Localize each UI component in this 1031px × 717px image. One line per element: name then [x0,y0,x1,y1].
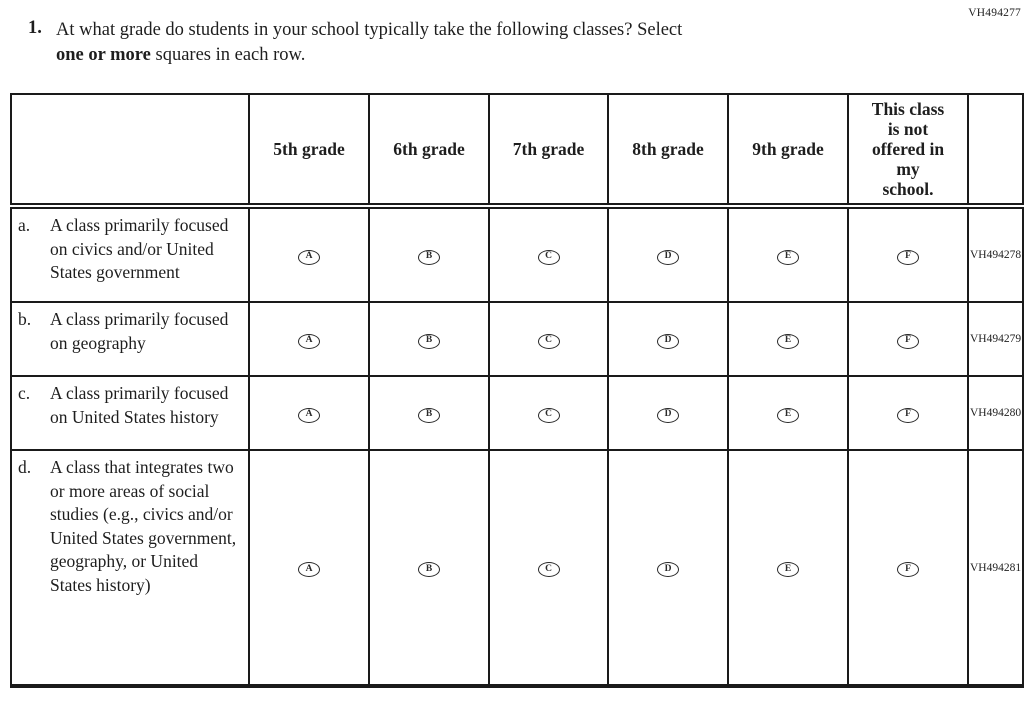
question-text: At what grade do students in your school… [56,18,682,68]
option-a-bubble[interactable]: A [298,333,320,349]
row-c-option-cell-7th: C [488,375,609,451]
row-a-option-cell-9th: E [727,205,849,303]
row-d-letter: d. [18,457,32,477]
page-accession-code: VH494277 [968,7,1021,19]
row-a-label-cell: a. A class primarily focused on civics a… [10,205,250,303]
row-d-option-cell-7th: C [488,449,609,687]
row-c-accession-code: VH494280 [967,375,1024,451]
row-d-option-cell-8th: D [607,449,729,687]
question-text-part1: At what grade do students in your school… [56,20,683,40]
option-d-bubble[interactable]: D [657,407,679,423]
row-a-option-cell-7th: C [488,205,609,303]
table-row-b: b. A class primarily focused on geograph… [10,301,1024,377]
option-b-bubble[interactable]: B [418,407,440,423]
option-c-bubble[interactable]: C [537,333,560,349]
row-d-accession-code: VH494281 [967,449,1024,687]
row-c-option-cell-6th: B [368,375,490,451]
header-empty-stub [10,93,250,209]
question-block: 1. At what grade do students in your sch… [28,18,928,68]
row-c-label-cell: c. A class primarily focused on United S… [10,375,250,451]
option-f-bubble[interactable]: F [897,562,919,578]
row-c-option-cell-5th: A [248,375,370,451]
header-row: 5th grade 6th grade 7th grade 8th grade … [10,93,1024,209]
row-b-label-cell: b. A class primarily focused on geograph… [10,301,250,377]
option-e-bubble[interactable]: E [777,249,799,265]
row-d-option-cell-not-offered: F [847,449,969,687]
option-b-bubble[interactable]: B [418,249,440,265]
table-row-a: a. A class primarily focused on civics a… [10,205,1024,303]
row-c-letter: c. [18,383,31,403]
header-not-offered-line: my [896,159,920,179]
header-not-offered: This class is not offered in my school. [847,93,969,209]
option-f-bubble[interactable]: F [897,407,919,423]
option-e-bubble[interactable]: E [777,407,799,423]
header-not-offered-line: school. [882,179,934,199]
row-d-option-cell-6th: B [368,449,490,687]
row-a-option-cell-not-offered: F [847,205,969,303]
option-d-bubble[interactable]: D [657,249,679,265]
row-b-option-cell-5th: A [248,301,370,377]
table-row-c: c. A class primarily focused on United S… [10,375,1024,451]
header-6th-grade: 6th grade [368,93,490,209]
row-d-option-cell-9th: E [727,449,849,687]
header-not-offered-line: This class [871,99,945,119]
option-f-bubble[interactable]: F [897,249,919,265]
row-b-option-cell-9th: E [727,301,849,377]
row-c-option-cell-9th: E [727,375,849,451]
option-a-bubble[interactable]: A [298,249,320,265]
option-c-bubble[interactable]: C [537,249,560,265]
row-a-option-cell-6th: B [368,205,490,303]
row-b-letter: b. [18,309,32,329]
header-8th-grade: 8th grade [607,93,729,209]
question-text-bold: one or more [56,45,151,65]
row-b-option-cell-8th: D [607,301,729,377]
header-5th-grade: 5th grade [248,93,370,209]
header-9th-grade: 9th grade [727,93,849,209]
option-e-bubble[interactable]: E [777,333,799,349]
option-d-bubble[interactable]: D [657,562,679,578]
table-row-d: d. A class that integrates two or more a… [10,449,1024,687]
option-d-bubble[interactable]: D [657,333,679,349]
row-d-option-cell-5th: A [248,449,370,687]
option-a-bubble[interactable]: A [298,562,320,578]
row-b-option-cell-6th: B [368,301,490,377]
question-number: 1. [28,18,42,38]
row-c-option-cell-not-offered: F [847,375,969,451]
row-b-accession-code: VH494279 [967,301,1024,377]
row-c-label: A class primarily focused on United Stat… [50,383,229,427]
row-d-label: A class that integrates two or more area… [50,457,237,595]
row-c-option-cell-8th: D [607,375,729,451]
row-a-accession-code: VH494278 [967,205,1024,303]
option-a-bubble[interactable]: A [298,407,320,423]
header-7th-grade: 7th grade [488,93,609,209]
row-a-letter: a. [18,215,31,235]
header-code-column [967,93,1024,209]
row-b-option-cell-not-offered: F [847,301,969,377]
option-c-bubble[interactable]: C [537,562,560,578]
option-f-bubble[interactable]: F [897,333,919,349]
response-grid: 5th grade 6th grade 7th grade 8th grade … [10,93,1024,688]
question-text-part2: squares in each row. [155,45,306,65]
option-b-bubble[interactable]: B [418,333,440,349]
header-not-offered-line: offered in [871,139,945,159]
row-a-label: A class primarily focused on civics and/… [50,215,229,282]
option-e-bubble[interactable]: E [777,562,799,578]
row-d-label-cell: d. A class that integrates two or more a… [10,449,250,687]
option-b-bubble[interactable]: B [418,562,440,578]
row-a-option-cell-5th: A [248,205,370,303]
row-b-option-cell-7th: C [488,301,609,377]
row-b-label: A class primarily focused on geography [50,309,229,353]
header-not-offered-line: is not [887,119,929,139]
option-c-bubble[interactable]: C [537,407,560,423]
row-a-option-cell-8th: D [607,205,729,303]
